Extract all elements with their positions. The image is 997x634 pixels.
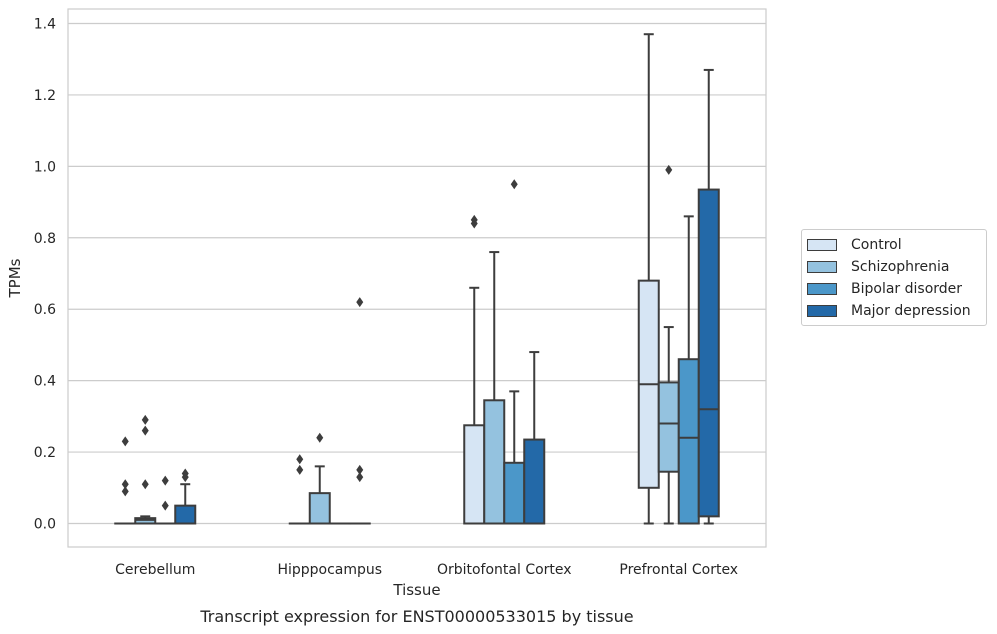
outlier-point: [141, 414, 149, 425]
box: [463, 424, 486, 525]
x-tick-label: Orbitofontal Cortex: [437, 562, 572, 578]
outlier-point: [141, 425, 149, 436]
legend-swatch: [807, 283, 837, 295]
outlier-point: [296, 464, 304, 475]
outlier-point: [470, 218, 478, 229]
box: [174, 504, 197, 525]
x-tick-labels: Cerebellum Hipppocampus Orbitofontal Corte…: [115, 562, 738, 578]
legend-label: Schizophrenia: [851, 259, 950, 275]
y-tick-label: 0.2: [34, 445, 56, 461]
outlier-point: [316, 432, 324, 443]
legend-item-major-depression: Major depression: [807, 302, 971, 320]
x-tick-label: Prefrontal Cortex: [619, 562, 738, 578]
outlier-point: [121, 486, 129, 497]
y-axis-label: TPMs: [6, 258, 24, 298]
outlier-point: [665, 164, 673, 175]
box: [523, 438, 546, 525]
legend-item-bipolar-disorder: Bipolar disorder: [807, 280, 962, 298]
outlier-point: [356, 464, 364, 475]
legend: Control Schizophrenia Bipolar disorder M…: [801, 229, 987, 326]
x-tick-label: Cerebellum: [115, 562, 195, 578]
box: [308, 492, 331, 525]
y-tick-label: 0.6: [34, 302, 56, 318]
legend-swatch: [807, 261, 837, 273]
chart-caption: Transcript expression for ENST0000053301…: [199, 607, 633, 626]
legend-item-schizophrenia: Schizophrenia: [807, 258, 949, 276]
y-tick-label: 1.2: [34, 88, 56, 104]
legend-swatch: [807, 305, 837, 317]
outlier-point: [161, 475, 169, 486]
x-tick-label: Hipppocampus: [277, 562, 382, 578]
outlier-point: [356, 297, 364, 308]
outlier-point: [121, 436, 129, 447]
outlier-point: [510, 179, 518, 190]
box: [657, 381, 680, 473]
legend-label: Bipolar disorder: [851, 281, 963, 297]
outlier-point: [121, 479, 129, 490]
box: [503, 461, 526, 525]
y-tick-labels: 0.0 0.2 0.4 0.6 0.8 1.0 1.2 1.4: [34, 17, 56, 533]
legend-label: Control: [851, 237, 902, 253]
outlier-point: [356, 472, 364, 483]
box: [697, 188, 720, 518]
box: [483, 399, 506, 525]
legend-swatch: [807, 239, 837, 251]
y-tick-label: 1.4: [34, 17, 56, 33]
outlier-point: [141, 479, 149, 490]
outlier-point: [296, 454, 304, 465]
y-tick-label: 0.4: [34, 374, 56, 390]
y-tick-label: 1.0: [34, 159, 56, 175]
legend-label: Major depression: [851, 303, 971, 319]
y-tick-label: 0.0: [34, 517, 56, 533]
y-tick-label: 0.8: [34, 231, 56, 247]
boxes: [114, 33, 720, 525]
outlier-point: [181, 472, 189, 483]
x-axis-label: Tissue: [392, 581, 440, 599]
legend-item-control: Control: [807, 236, 902, 254]
box: [677, 358, 700, 525]
outlier-point: [161, 500, 169, 511]
